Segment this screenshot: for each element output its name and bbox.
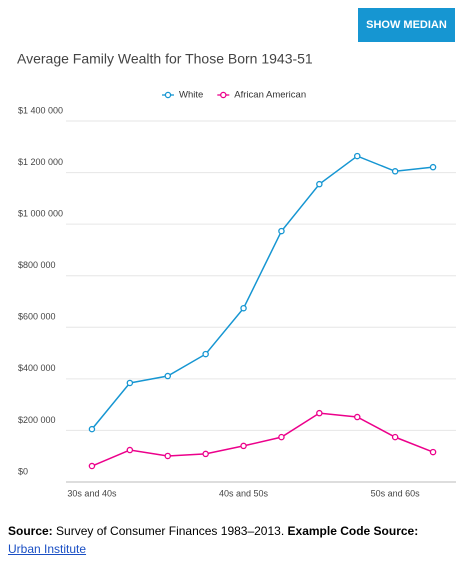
chart: Average Family Wealth for Those Born 194… xyxy=(17,51,456,498)
y-tick-label: $800 000 xyxy=(18,260,56,270)
x-tick-label: 50s and 60s xyxy=(371,488,421,498)
footer: Source: Survey of Consumer Finances 1983… xyxy=(8,522,453,558)
link[interactable]: Urban Institute xyxy=(8,542,87,556)
data-point xyxy=(353,413,361,421)
legend-label: White xyxy=(179,90,203,101)
legend-swatch xyxy=(164,91,172,99)
data-point xyxy=(278,433,285,441)
data-point xyxy=(353,152,361,160)
data-point xyxy=(316,180,323,188)
data-point xyxy=(240,304,247,312)
y-tick-label: $0 xyxy=(18,466,28,476)
show-median-button[interactable]: SHOW MEDIAN xyxy=(358,8,455,42)
data-point xyxy=(88,425,96,433)
series-line xyxy=(91,412,434,467)
data-point xyxy=(391,168,399,175)
data-point xyxy=(429,448,437,456)
data-point xyxy=(126,379,134,387)
y-tick-label: $1 200 000 xyxy=(18,157,63,167)
y-tick-label: $200 000 xyxy=(18,415,56,425)
y-tick-label: $1 400 000 xyxy=(18,105,63,115)
data-point xyxy=(202,450,209,458)
y-tick-label: $600 000 xyxy=(18,312,56,322)
legend-label: African American xyxy=(234,90,306,101)
data-point xyxy=(202,350,209,358)
series-line xyxy=(91,155,434,430)
source-text: Survey of Consumer Finances 1983–2013. xyxy=(56,524,285,538)
chart-title: Average Family Wealth for Those Born 194… xyxy=(17,51,313,67)
data-point xyxy=(316,409,323,417)
data-point xyxy=(240,442,247,450)
x-tick-label: 40s and 50s xyxy=(219,488,269,498)
data-point xyxy=(429,163,437,171)
data-point xyxy=(88,462,96,470)
source-label: Source: xyxy=(8,524,53,538)
y-tick-label: $1 000 000 xyxy=(18,209,63,219)
x-tick-label: 30s and 40s xyxy=(67,488,117,498)
code-label: Example Code Source: xyxy=(287,524,419,538)
data-point xyxy=(278,227,285,235)
data-point xyxy=(164,372,171,380)
data-point xyxy=(391,433,399,441)
y-tick-label: $400 000 xyxy=(18,363,56,373)
data-point xyxy=(164,452,171,460)
data-point xyxy=(126,446,134,454)
legend-swatch xyxy=(220,91,227,99)
